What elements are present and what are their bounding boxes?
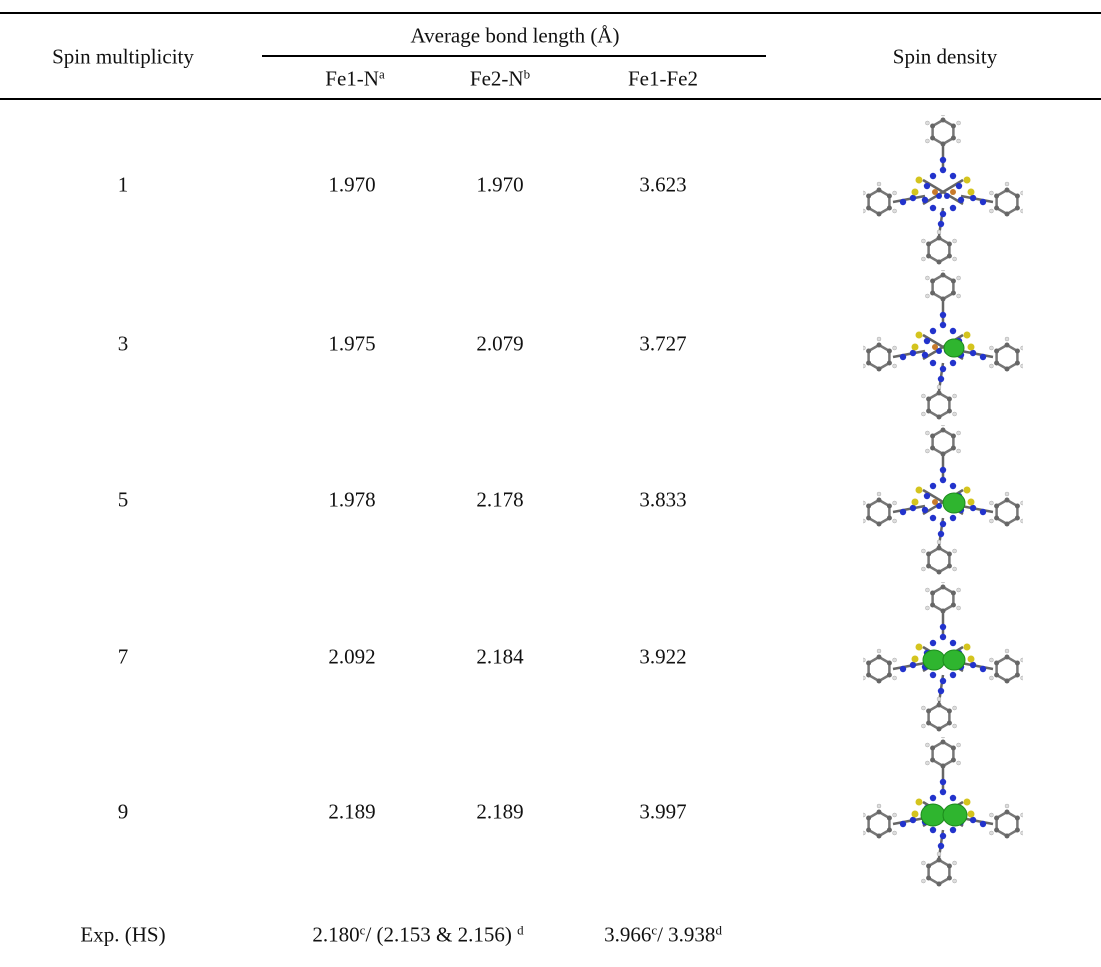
header-text: Fe2-N	[470, 67, 524, 91]
cell: 1.970	[328, 173, 375, 198]
cell: 3.922	[639, 645, 686, 670]
cell: 1.970	[476, 173, 523, 198]
row-label: 1	[118, 173, 129, 198]
cell: 3.833	[639, 488, 686, 513]
spin-density-image	[863, 270, 1023, 420]
cell: 2.079	[476, 332, 523, 357]
footnote-mark: a	[379, 67, 385, 82]
exp-cell: 3.966c/ 3.938d	[604, 923, 722, 948]
cell-text: / 3.938	[657, 923, 715, 947]
exp-cell: 2.180c/ (2.153 & 2.156) d	[312, 923, 523, 948]
cell: 1.975	[328, 332, 375, 357]
header-text: Fe1-N	[325, 67, 379, 91]
cell: 3.727	[639, 332, 686, 357]
header-sub: Fe1-Na	[325, 67, 384, 92]
header-cell: Spin density	[893, 45, 997, 70]
row-label: 9	[118, 800, 129, 825]
group-rule	[262, 55, 766, 57]
spin-density-image	[863, 582, 1023, 732]
footnote-mark: b	[524, 67, 531, 82]
cell: 2.092	[328, 645, 375, 670]
top-rule	[0, 12, 1101, 14]
row-label: 3	[118, 332, 129, 357]
footnote-mark: d	[517, 923, 524, 938]
header-group: Average bond length (Å)	[411, 24, 620, 49]
cell: 2.189	[328, 800, 375, 825]
cell: 3.997	[639, 800, 686, 825]
cell: 1.978	[328, 488, 375, 513]
row-label: Exp. (HS)	[80, 923, 165, 948]
page: {"table": { "header": { "spin": "Spin mu…	[0, 0, 1101, 967]
header-sub: Fe2-Nb	[470, 67, 530, 92]
cell: 2.184	[476, 645, 523, 670]
row-label: 7	[118, 645, 129, 670]
header-sub: Fe1-Fe2	[628, 67, 698, 92]
row-label: 5	[118, 488, 129, 513]
spin-density-image	[863, 425, 1023, 575]
cell: 3.623	[639, 173, 686, 198]
cell-text: 3.966	[604, 923, 651, 947]
cell-text: 2.180	[312, 923, 359, 947]
header-rule	[0, 98, 1101, 100]
spin-density-image	[863, 115, 1023, 265]
header-cell: Spin multiplicity	[52, 45, 194, 70]
cell-text: / (2.153 & 2.156)	[365, 923, 517, 947]
cell: 2.189	[476, 800, 523, 825]
cell: 2.178	[476, 488, 523, 513]
footnote-mark: d	[715, 923, 722, 938]
spin-density-image	[863, 737, 1023, 887]
